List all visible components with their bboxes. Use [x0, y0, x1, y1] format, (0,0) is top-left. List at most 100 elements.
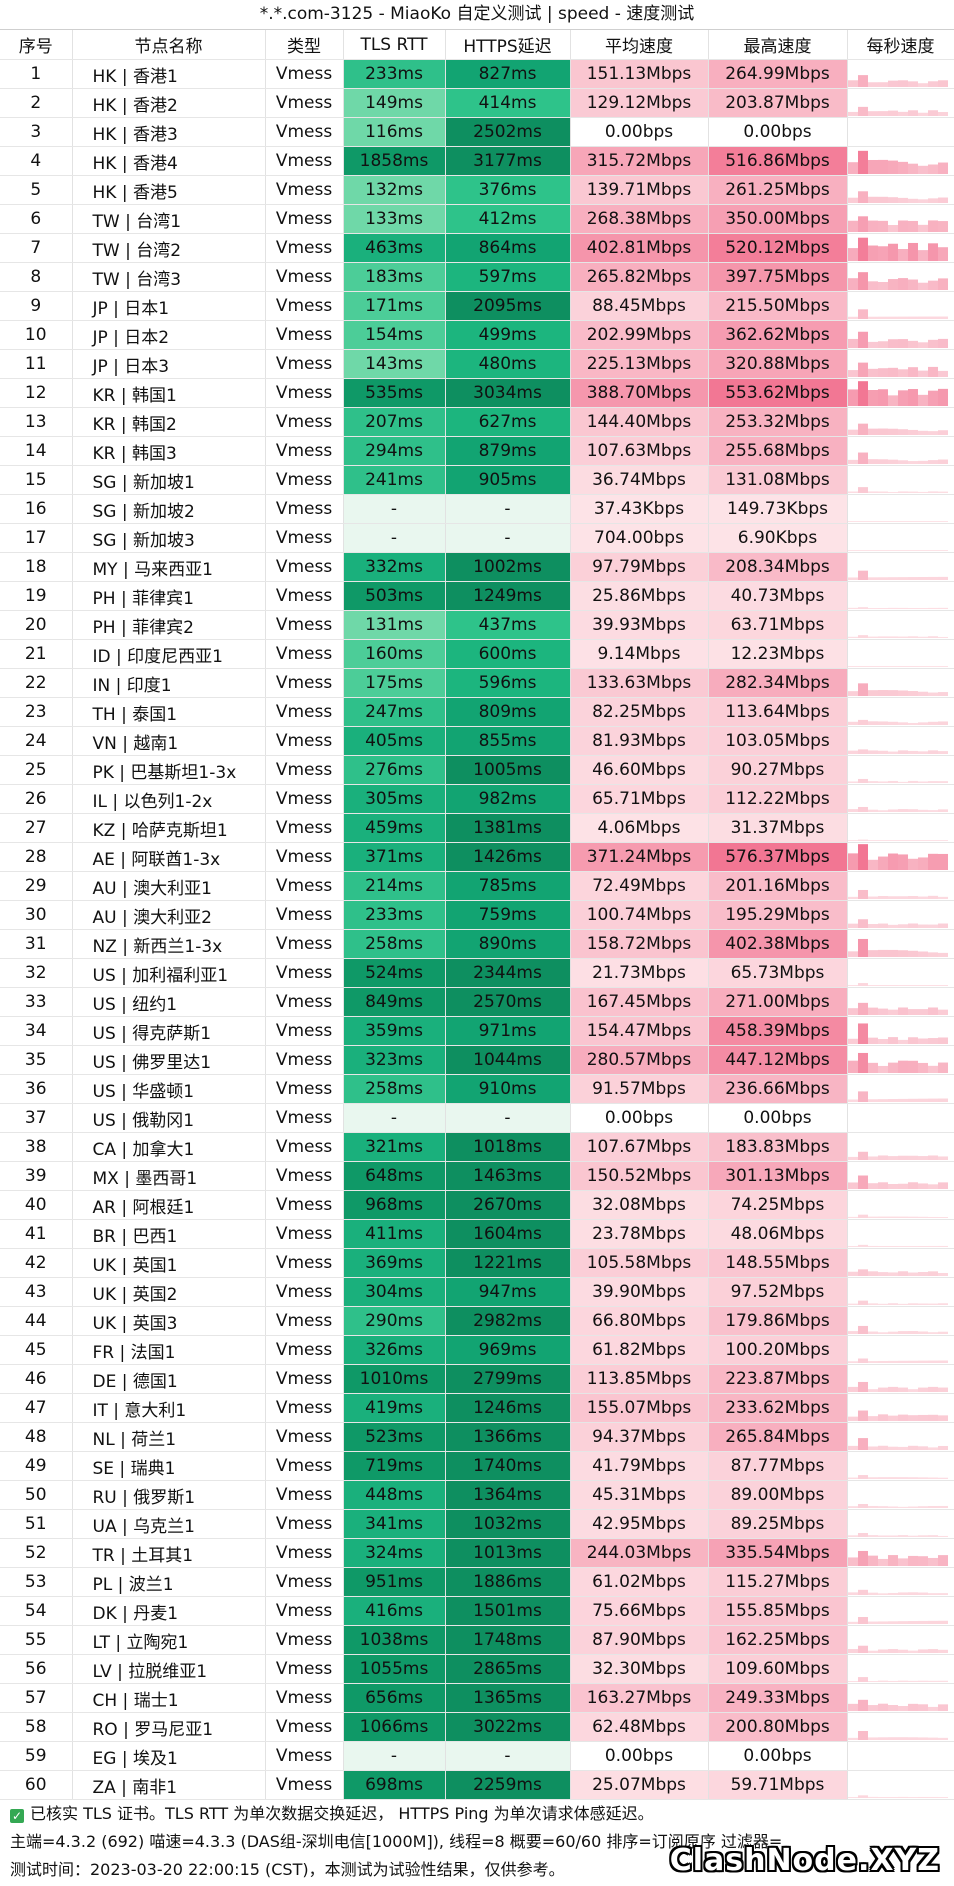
sparkline-bar: [917, 165, 928, 174]
sparkline-bar: [867, 1592, 878, 1595]
sparkline-bar: [867, 1796, 878, 1798]
sparkline-bar: [927, 952, 938, 957]
sparkline-bar: [887, 1303, 898, 1305]
sparkline-bar: [847, 840, 858, 841]
cell-node-name: EG | 埃及1: [72, 1741, 266, 1771]
speed-sparkline: [847, 1023, 948, 1044]
sparkline-bar: [937, 692, 948, 696]
cell-node-name: MX | 墨西哥1: [72, 1161, 266, 1191]
sparkline-bar: [917, 394, 928, 406]
cell-tls-rtt: -: [343, 1741, 446, 1771]
sparkline-bar: [937, 491, 948, 493]
cell-type: Vmess: [265, 1538, 344, 1568]
cell-node-name: CA | 加拿大1: [72, 1132, 266, 1162]
cell-index: 21: [0, 639, 73, 669]
table-row: 2 HK | 香港2 Vmess 149ms 414ms 129.12Mbps 203.87…: [0, 88, 954, 118]
cell-per-second-speed: [847, 1074, 954, 1104]
sparkline-bar: [847, 1156, 858, 1160]
cell-node-name: AU | 澳大利亚1: [72, 871, 266, 901]
cell-index: 33: [0, 987, 73, 1017]
sparkline-bar: [937, 781, 948, 783]
cell-type: Vmess: [265, 726, 344, 756]
sparkline-bar: [927, 1737, 938, 1740]
sparkline-bar: [907, 1216, 918, 1218]
sparkline-bar: [937, 1303, 948, 1305]
sparkline-bar: [897, 1303, 908, 1305]
sparkline-bar: [887, 1555, 898, 1566]
sparkline-bar: [937, 316, 948, 319]
header-per-second-speed: 每秒速度: [847, 30, 954, 60]
sparkline-bar: [887, 1216, 898, 1218]
cell-https-latency: 2570ms: [445, 987, 571, 1017]
sparkline-bar: [887, 1360, 898, 1363]
sparkline-bar: [907, 81, 918, 87]
cell-avg-speed: 94.37Mbps: [570, 1422, 709, 1452]
sparkline-bar: [867, 924, 878, 928]
cell-type: Vmess: [265, 204, 344, 234]
cell-https-latency: 600ms: [445, 639, 571, 669]
sparkline-bar: [937, 1331, 948, 1334]
sparkline-bar: [897, 197, 908, 203]
sparkline-bar: [897, 854, 908, 870]
sparkline-bar: [907, 1098, 918, 1102]
sparkline-bar: [867, 840, 878, 841]
sparkline-bar: [877, 1558, 888, 1566]
cell-tls-rtt: -: [343, 1103, 446, 1133]
cell-per-second-speed: [847, 900, 954, 930]
sparkline-bar: [907, 316, 918, 319]
cell-node-name: HK | 香港3: [72, 117, 266, 147]
cell-https-latency: 879ms: [445, 436, 571, 466]
table-row: 51 UA | 乌克兰1 Vmess 341ms 1032ms 42.95Mbps 89.2…: [0, 1509, 954, 1539]
cell-https-latency: 1748ms: [445, 1625, 571, 1655]
sparkline-bar: [917, 840, 928, 841]
sparkline-bar: [917, 1414, 928, 1421]
sparkline-bar: [857, 1325, 868, 1334]
sparkline-bar: [867, 1477, 878, 1479]
table-row: 22 IN | 印度1 Vmess 175ms 596ms 133.63Mbps 282.3…: [0, 668, 954, 698]
cell-avg-speed: 107.67Mbps: [570, 1132, 709, 1162]
sparkline-bar: [927, 460, 938, 464]
cell-https-latency: -: [445, 1103, 571, 1133]
cell-node-name: PH | 菲律宾1: [72, 581, 266, 611]
sparkline-bar: [877, 246, 888, 261]
speed-sparkline: [847, 1699, 948, 1711]
cell-avg-speed: 113.85Mbps: [570, 1364, 709, 1394]
sparkline-bar: [907, 461, 918, 464]
cell-https-latency: 1886ms: [445, 1567, 571, 1597]
cell-max-speed: 97.52Mbps: [708, 1277, 848, 1307]
sparkline-bar: [847, 1737, 858, 1740]
sparkline-bar: [887, 491, 898, 493]
cell-type: Vmess: [265, 117, 344, 147]
cell-tls-rtt: 405ms: [343, 726, 446, 756]
sparkline-bar: [937, 1649, 948, 1653]
sparkline-bar: [887, 780, 898, 783]
cell-max-speed: 12.23Mbps: [708, 639, 848, 669]
sparkline-bar: [857, 1438, 868, 1450]
sparkline-bar: [887, 1797, 898, 1798]
cell-index: 13: [0, 407, 73, 437]
table-row: 19 PH | 菲律宾1 Vmess 503ms 1249ms 25.86Mbps 40.7…: [0, 581, 954, 611]
speed-sparkline: [847, 1550, 948, 1566]
sparkline-bar: [907, 1703, 918, 1711]
cell-tls-rtt: 214ms: [343, 871, 446, 901]
cell-tls-rtt: 359ms: [343, 1016, 446, 1046]
cell-max-speed: 113.64Mbps: [708, 697, 848, 727]
cell-index: 58: [0, 1712, 73, 1742]
speed-sparkline: [847, 1438, 948, 1450]
speed-sparkline: [847, 1151, 948, 1160]
cell-https-latency: 1604ms: [445, 1219, 571, 1249]
cell-https-latency: 3177ms: [445, 146, 571, 176]
cell-tls-rtt: 656ms: [343, 1683, 446, 1713]
sparkline-bar: [897, 1060, 908, 1073]
speed-sparkline: [847, 1645, 948, 1653]
sparkline-bar: [937, 370, 948, 377]
sparkline-bar: [897, 985, 908, 986]
sparkline-bar: [917, 1506, 928, 1508]
sparkline-bar: [917, 1446, 928, 1450]
cell-avg-speed: 32.30Mbps: [570, 1654, 709, 1684]
sparkline-bar: [897, 491, 908, 493]
cell-https-latency: 596ms: [445, 668, 571, 698]
cell-max-speed: 162.25Mbps: [708, 1625, 848, 1655]
cell-node-name: KR | 韩国1: [72, 378, 266, 408]
cell-type: Vmess: [265, 1567, 344, 1597]
